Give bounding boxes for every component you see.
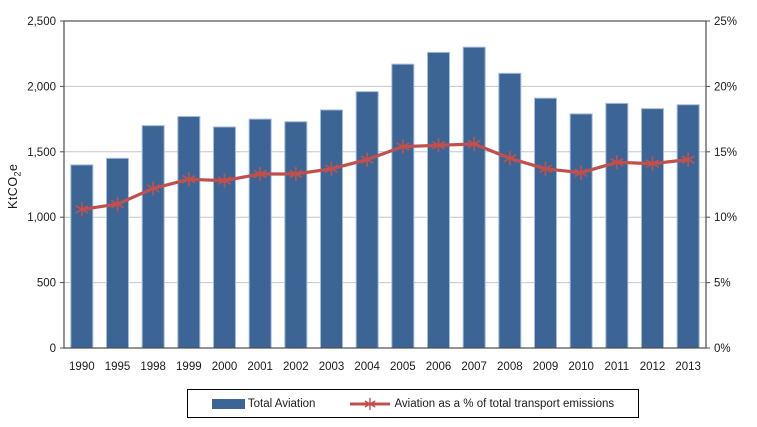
right-axis-tick-label: 5%: [714, 278, 731, 290]
right-axis-tick-label: 20%: [714, 81, 737, 93]
legend-asterisk: [364, 400, 376, 407]
x-axis-label-2001: 2001: [247, 361, 273, 373]
right-axis-tick-label: 10%: [714, 212, 737, 224]
bar-2010: [569, 113, 593, 349]
x-axis-label-2004: 2004: [354, 361, 380, 373]
left-axis-tick-label: 1,500: [27, 147, 56, 159]
right-axis-tick-label: 0%: [714, 343, 731, 355]
bar-2011: [605, 102, 629, 349]
left-axis-tick-label: 2,000: [27, 81, 56, 93]
bar-2012: [641, 108, 664, 349]
bar-2013: [676, 104, 700, 349]
bar-2009: [534, 97, 557, 349]
asterisk-marker-2004: [360, 155, 374, 164]
x-axis-label-1990: 1990: [69, 361, 95, 373]
x-axis-label-2005: 2005: [390, 361, 416, 373]
asterisk-marker-2006: [432, 141, 445, 150]
left-axis-tick-label: 0: [50, 343, 56, 355]
bar-2001: [248, 118, 272, 349]
bar-1998: [141, 125, 165, 349]
x-axis-label-2000: 2000: [212, 361, 238, 373]
left-axis-tick-label: 1,000: [27, 212, 56, 224]
asterisk-marker-2011: [610, 158, 624, 167]
bar-2002: [284, 121, 308, 349]
asterisk-marker-2010: [574, 168, 588, 177]
asterisk-marker-2007: [467, 139, 481, 149]
bar-2003: [320, 109, 343, 349]
legend-item-aviation-percent: Aviation as a % of total transport emiss…: [349, 397, 614, 411]
x-axis-label-2011: 2011: [604, 361, 629, 373]
asterisk-marker-2002: [289, 169, 303, 179]
asterisk-marker-2009: [539, 164, 552, 173]
bar-2008: [498, 72, 522, 349]
asterisk-marker-2005: [396, 142, 410, 151]
x-axis-label-2007: 2007: [461, 361, 487, 373]
x-axis-label-2008: 2008: [497, 361, 523, 373]
legend-label-total-aviation: Total Aviation: [247, 397, 316, 410]
x-axis-label-2010: 2010: [568, 361, 594, 373]
asterisk-marker-2008: [503, 154, 517, 163]
y-axis-title-prefix: KtCO: [5, 176, 20, 210]
left-axis-tick-label: 500: [37, 278, 56, 290]
right-axis-tick-label: 15%: [714, 147, 737, 159]
y-axis-title-suffix: e: [5, 163, 20, 171]
x-axis-label-2003: 2003: [319, 361, 345, 373]
asterisk-marker-1998: [146, 184, 160, 193]
x-axis-label-1999: 1999: [176, 361, 202, 373]
percent-line: [80, 142, 690, 211]
x-axis-label-2012: 2012: [640, 361, 666, 373]
bar-2000: [213, 126, 236, 349]
asterisk-marker-1999: [182, 175, 196, 184]
plot-border: [63, 20, 707, 349]
asterisk-marker-2001: [253, 169, 267, 179]
legend-label-aviation-percent: Aviation as a % of total transport emiss…: [394, 397, 615, 410]
y-axis-title-subscript: 2: [12, 170, 23, 177]
x-axis-label-2002: 2002: [283, 361, 309, 373]
left-axis-tick-label: 2,500: [27, 16, 56, 28]
x-axis-label-2009: 2009: [533, 361, 559, 373]
bar-2005: [391, 63, 415, 349]
x-axis-label-2013: 2013: [675, 361, 701, 373]
bar-2007: [462, 46, 486, 349]
asterisk-marker-2012: [646, 159, 659, 168]
bar-1995: [106, 157, 129, 349]
x-axis-label-1995: 1995: [105, 361, 131, 373]
line-series-marker-icon: [350, 397, 391, 410]
asterisk-marker-2013: [681, 155, 695, 164]
asterisk-marker-2000: [218, 176, 231, 185]
asterisk-marker-2003: [325, 164, 338, 173]
bar-1999: [177, 115, 201, 349]
x-axis-label-1998: 1998: [140, 361, 166, 373]
right-axis-tick-label: 25%: [714, 16, 737, 28]
y-axis-title: KtCO2e: [6, 116, 23, 256]
legend-item-total-aviation: Total Aviation: [211, 397, 316, 410]
bar-2004: [355, 91, 379, 349]
legend: Total Aviation Aviation as a % of total …: [187, 389, 639, 418]
bar-2006: [427, 51, 450, 349]
asterisk-marker-1990: [75, 205, 89, 214]
bar-series-swatch-icon: [211, 398, 245, 409]
asterisk-marker-1995: [111, 200, 124, 209]
bar-1990: [70, 164, 94, 349]
x-axis-label-2006: 2006: [426, 361, 452, 373]
